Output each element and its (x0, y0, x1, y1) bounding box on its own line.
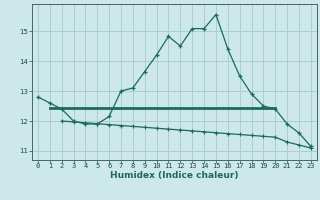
X-axis label: Humidex (Indice chaleur): Humidex (Indice chaleur) (110, 171, 239, 180)
